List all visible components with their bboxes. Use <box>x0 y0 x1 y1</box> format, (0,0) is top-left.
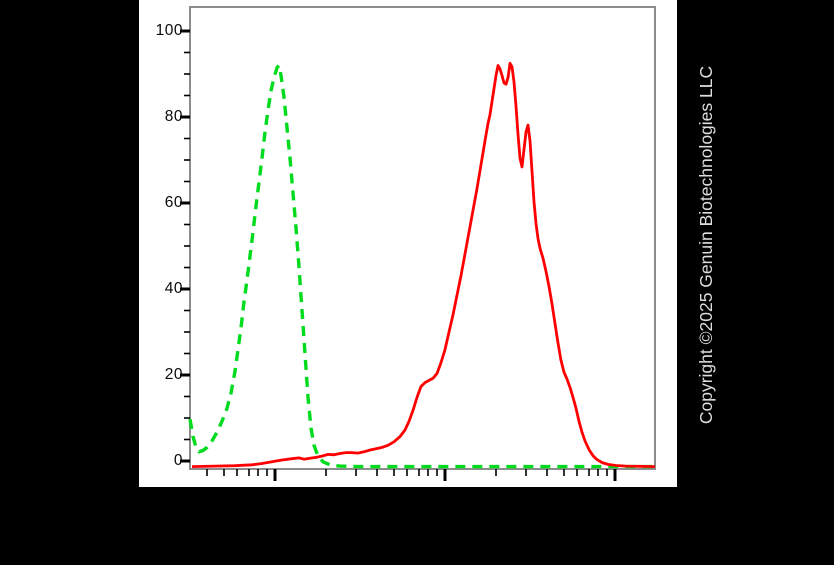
green-dashed-control-curve <box>188 63 655 469</box>
y-axis-tick-label-20: 20 <box>164 366 183 383</box>
y-axis-tick-label-60: 60 <box>164 194 183 211</box>
plot-frame <box>189 6 656 470</box>
y-axis-tick-label-0: 0 <box>173 452 183 469</box>
y-axis-tick-label-80: 80 <box>164 108 183 125</box>
y-axis-tick-label-40: 40 <box>164 280 183 297</box>
copyright-watermark-text: Copyright ©2025 Genuin Biotechnologies L… <box>696 65 716 425</box>
y-axis-tick-label-100: 100 <box>155 22 183 39</box>
red-solid-sample-curve <box>191 61 656 468</box>
